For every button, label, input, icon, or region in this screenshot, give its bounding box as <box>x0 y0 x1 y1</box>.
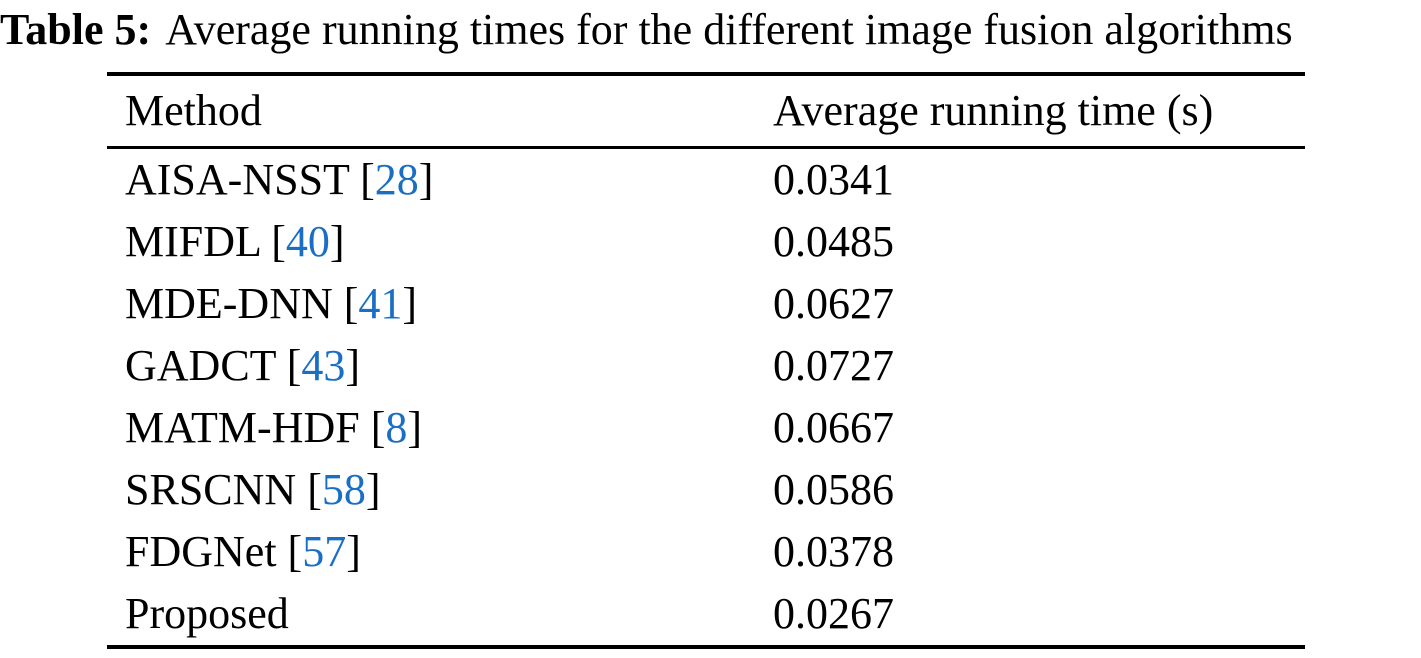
column-header-average-running-time: Average running time (s) <box>773 85 1214 135</box>
table-caption: Table 5: Average running times for the di… <box>0 2 1421 58</box>
citation-number-link[interactable]: 43 <box>301 340 346 390</box>
table-row: MDE-DNN [41] 0.0627 <box>107 273 1305 335</box>
method-cell: MATM-HDF [8] <box>125 402 773 452</box>
table-body: AISA-NSST [28] 0.0341 MIFDL [40] 0.0485 … <box>107 149 1305 645</box>
citation-close-bracket: ] <box>407 402 423 452</box>
method-cell: MDE-DNN [41] <box>125 278 773 328</box>
method-cell: GADCT [43] <box>125 340 773 390</box>
running-time-cell: 0.0267 <box>773 588 894 638</box>
table-header-row: Method Average running time (s) <box>107 76 1305 149</box>
method-cell: Proposed <box>125 588 773 638</box>
citation-number-link[interactable]: 41 <box>358 278 403 328</box>
running-time-cell: 0.0727 <box>773 340 894 390</box>
citation-number-link[interactable]: 8 <box>385 402 408 452</box>
table-row: AISA-NSST [28] 0.0341 <box>107 149 1305 211</box>
citation-close-bracket: ] <box>345 340 361 390</box>
method-name: MATM-HDF [ <box>125 402 386 452</box>
citation-number-link[interactable]: 58 <box>321 464 366 514</box>
running-time-cell: 0.0378 <box>773 526 894 576</box>
table-row: MIFDL [40] 0.0485 <box>107 211 1305 273</box>
method-name: FDGNet [ <box>125 526 303 576</box>
method-cell: FDGNet [57] <box>125 526 773 576</box>
column-header-method: Method <box>125 85 262 135</box>
table-row: FDGNet [57] 0.0378 <box>107 521 1305 583</box>
running-time-cell: 0.0627 <box>773 278 894 328</box>
method-cell: SRSCNN [58] <box>125 464 773 514</box>
table-row: Proposed 0.0267 <box>107 583 1305 645</box>
method-name: GADCT [ <box>125 340 302 390</box>
method-name: MIFDL [ <box>125 216 286 266</box>
table-row: GADCT [43] 0.0727 <box>107 335 1305 397</box>
citation-close-bracket: ] <box>365 464 381 514</box>
running-time-cell: 0.0667 <box>773 402 894 452</box>
method-cell: AISA-NSST [28] <box>125 154 773 204</box>
citation-close-bracket: ] <box>418 154 434 204</box>
method-name: SRSCNN [ <box>125 464 322 514</box>
citation-number-link[interactable]: 40 <box>285 216 330 266</box>
citation-number-link[interactable]: 28 <box>374 154 419 204</box>
method-name: AISA-NSST [ <box>125 154 375 204</box>
method-name: Proposed <box>125 588 289 638</box>
citation-number-link[interactable]: 57 <box>302 526 347 576</box>
citation-close-bracket: ] <box>346 526 361 576</box>
citation-close-bracket: ] <box>402 278 418 328</box>
table-row: MATM-HDF [8] 0.0667 <box>107 397 1305 459</box>
table-row: SRSCNN [58] 0.0586 <box>107 459 1305 521</box>
method-cell: MIFDL [40] <box>125 216 773 266</box>
running-time-cell: 0.0485 <box>773 216 894 266</box>
method-name: MDE-DNN [ <box>125 278 359 328</box>
table-caption-number: Table 5: <box>0 5 152 54</box>
citation-close-bracket: ] <box>329 216 345 266</box>
table-caption-text: Average running times for the different … <box>165 5 1293 54</box>
running-time-cell: 0.0341 <box>773 154 894 204</box>
running-time-cell: 0.0586 <box>773 464 894 514</box>
running-times-table: Method Average running time (s) AISA-NSS… <box>107 72 1305 649</box>
